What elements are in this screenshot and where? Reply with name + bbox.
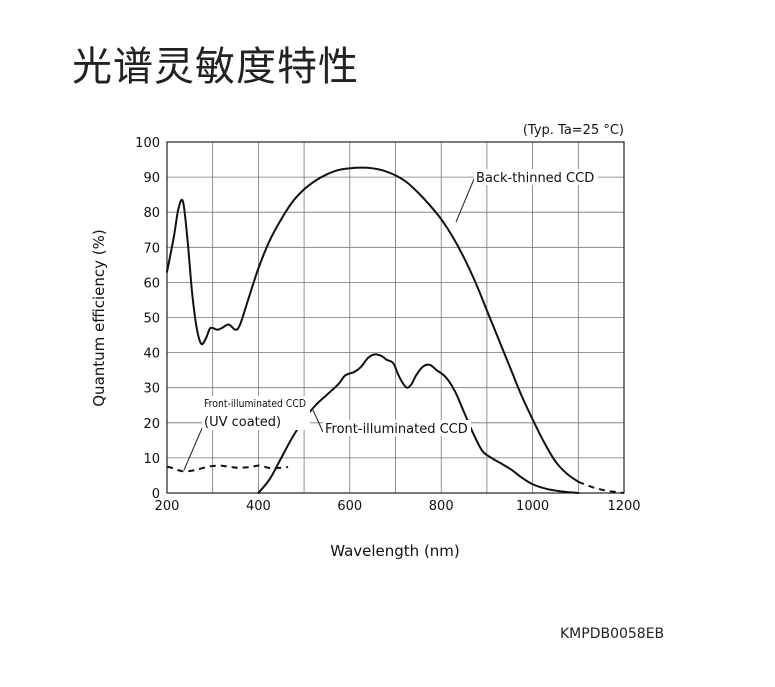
series-front-illuminated-ccd [257, 353, 580, 494]
x-axis-label: Wavelength (nm) [330, 542, 460, 560]
series-back-thinned-ccd [166, 166, 580, 483]
y-tick-label: 40 [143, 347, 160, 362]
annotation-front-illuminated: Front-illuminated CCD [312, 409, 471, 437]
y-tick-label: 20 [143, 417, 160, 432]
x-tick-label: 400 [246, 499, 271, 514]
x-tick-label: 1000 [516, 499, 549, 514]
y-tick-label: 100 [135, 136, 160, 151]
x-tick-label: 1200 [607, 499, 640, 514]
y-tick-label: 30 [143, 382, 160, 397]
condition-note: (Typ. Ta=25 °C) [523, 123, 624, 138]
y-tick-label: 70 [143, 241, 160, 256]
label-front-illuminated-ccd-uv-line2: (UV coated) [204, 415, 281, 430]
annotation-back-thinned: Back-thinned CCD [455, 169, 598, 223]
y-tick-label: 0 [152, 487, 160, 502]
label-front-illuminated-ccd-uv-line1: Front-illuminated CCD [204, 397, 306, 410]
chart-grid [167, 142, 624, 493]
figure-code: KMPDB0058EB [560, 626, 665, 642]
y-tick-label: 60 [143, 276, 160, 291]
y-axis-label: Quantum efficiency (%) [90, 229, 108, 407]
plot-frame [166, 141, 625, 494]
y-tick-label: 10 [143, 452, 160, 467]
y-tick-label: 80 [143, 206, 160, 221]
annotation-front-illuminated-uv: Front-illuminated CCD (UV coated) [183, 396, 310, 471]
y-tick-label: 50 [143, 312, 160, 327]
y-tick-label: 90 [143, 171, 160, 186]
label-front-illuminated-ccd: Front-illuminated CCD [325, 422, 468, 437]
series-back-thinned-ccd-extrapolated [577, 480, 625, 494]
series-front-illuminated-ccd-uv-coated [166, 464, 289, 473]
chart-series [166, 166, 625, 494]
page-title: 光谱灵敏度特性 [72, 44, 359, 90]
label-back-thinned-ccd: Back-thinned CCD [476, 171, 594, 186]
x-tick-label: 200 [155, 499, 180, 514]
x-tick-label: 800 [429, 499, 454, 514]
chart-axes: 200 400 600 800 1000 1200 0 10 20 30 40 50 60 70 80 90 1… [135, 136, 640, 514]
x-tick-label: 600 [337, 499, 362, 514]
